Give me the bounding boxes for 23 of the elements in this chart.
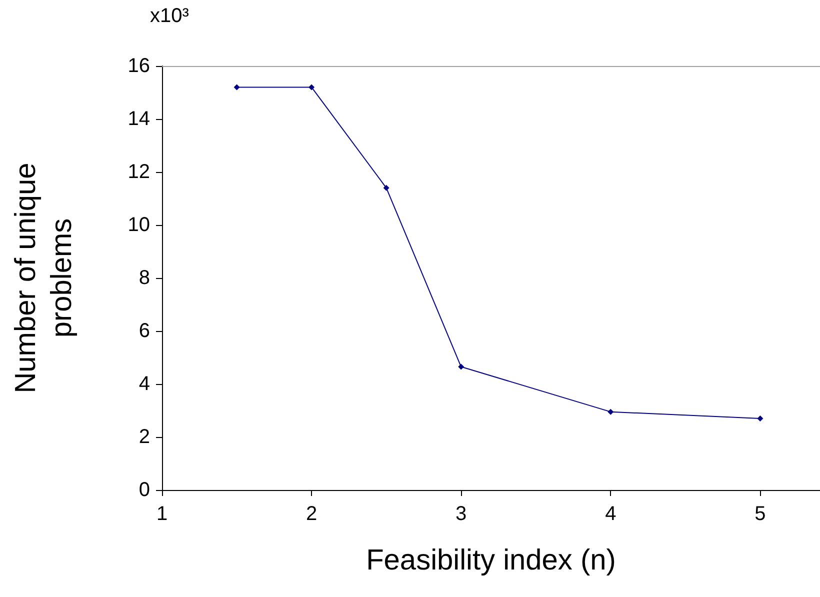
x-tick-label: 4: [605, 503, 616, 525]
point: [308, 84, 315, 90]
y-tick-label: 4: [138, 373, 150, 395]
point: [608, 408, 614, 415]
y-tick-label: 8: [138, 267, 150, 289]
point: [383, 184, 390, 191]
text: x10³: [150, 5, 190, 27]
y-axis-title: Number of unique problems: [10, 162, 78, 394]
x-tick-label: 3: [456, 503, 467, 525]
point: [757, 415, 764, 422]
y-tick-label: 14: [128, 108, 150, 130]
point: [458, 364, 464, 370]
y-tick-label: 2: [138, 426, 150, 448]
x-axis-title: Feasibility index (n): [366, 544, 616, 576]
y-tick-label: 12: [128, 161, 150, 183]
y-tick-label: 10: [128, 214, 150, 236]
x-tick-label: 1: [156, 503, 168, 525]
point: [234, 84, 240, 90]
y-tick-label: 16: [128, 55, 150, 77]
y-tick-label: 0: [138, 479, 150, 501]
x-tick-label: 5: [754, 503, 766, 525]
x-tick-label: 2: [306, 503, 318, 525]
y-tick-label: 6: [138, 320, 150, 342]
